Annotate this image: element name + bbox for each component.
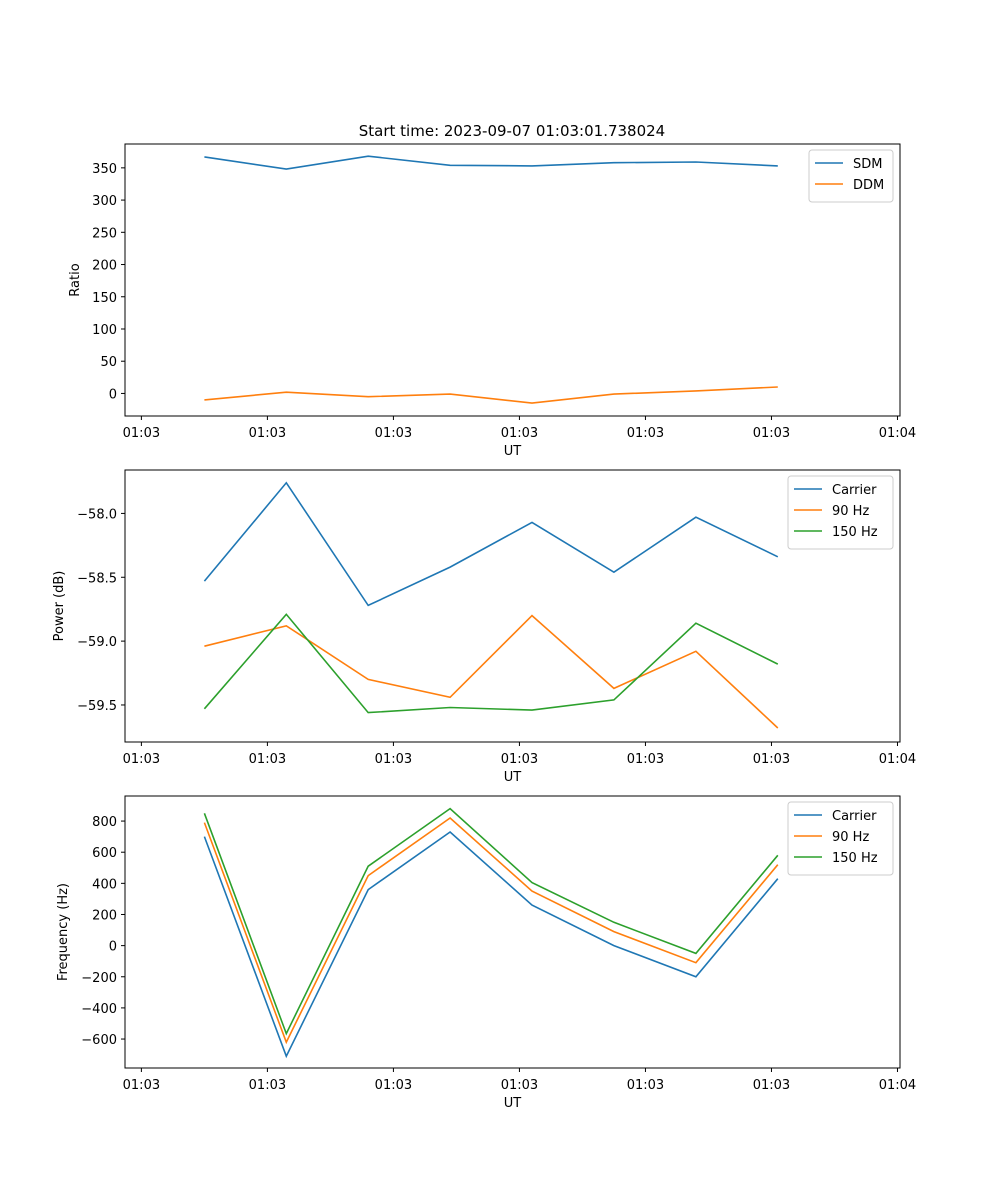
chart-panel-3: 01:03 01:03 01:03 01:03 01:03 01:03 01:04 −600 −…	[56, 795, 916, 1111]
chart-panel-1: 01:03 01:03 01:03 01:03 01:03 01:03 01:04 0 50 10…	[68, 143, 916, 459]
x-tick-label: 01:03	[501, 426, 538, 441]
y-axis-label: Ratio	[68, 263, 83, 296]
y-tick-label: 100	[92, 323, 117, 338]
legend-label: Carrier	[832, 483, 877, 498]
x-tick-label: 01:03	[123, 752, 160, 767]
x-tick-label: 01:03	[501, 752, 538, 767]
y-tick-label: 200	[92, 259, 117, 274]
legend-label: 150 Hz	[832, 851, 878, 866]
x-tick-label: 01:03	[375, 426, 412, 441]
y-tick-label: 350	[92, 162, 117, 177]
legend-label: Carrier	[832, 809, 877, 824]
x-tick-label: 01:04	[879, 1078, 916, 1093]
y-tick-label: −59.0	[77, 635, 117, 650]
y-tick-label: −400	[81, 1002, 117, 1017]
chart-panel-2: 01:03 01:03 01:03 01:03 01:03 01:03 01:04 −59.5…	[52, 469, 916, 785]
x-tick-label: 01:03	[627, 1078, 664, 1093]
series-line-sdm	[204, 155, 778, 170]
y-tick-label: −59.5	[77, 699, 117, 714]
series-line-150-hz	[203, 613, 779, 714]
y-tick-label: 300	[92, 194, 117, 209]
panels: 01:03 01:03 01:03 01:03 01:03 01:03 01:04 0 50 10…	[52, 143, 916, 1111]
y-axis-label: Frequency (Hz)	[56, 883, 71, 981]
y-tick-label: 250	[92, 226, 117, 241]
legend: SDM DDM	[808, 149, 894, 203]
y-tick-label: 800	[92, 815, 117, 830]
x-tick-label: 01:03	[375, 1078, 412, 1093]
legend-label: 150 Hz	[832, 525, 878, 540]
x-tick-label: 01:04	[879, 426, 916, 441]
y-tick-label: 0	[109, 387, 117, 402]
legend-label: 90 Hz	[832, 830, 869, 845]
legend: Carrier 90 Hz 150 Hz	[787, 801, 894, 876]
x-axis-label: UT	[504, 770, 522, 785]
x-tick-label: 01:03	[249, 1078, 286, 1093]
x-tick-label: 01:04	[879, 752, 916, 767]
x-tick-label: 01:03	[753, 1078, 790, 1093]
x-tick-label: 01:03	[501, 1078, 538, 1093]
plot-area-frame	[124, 469, 901, 743]
y-tick-label: 0	[109, 940, 117, 955]
legend-label: SDM	[853, 157, 882, 172]
y-tick-label: −200	[81, 971, 117, 986]
y-tick-label: −58.0	[77, 507, 117, 522]
legend: Carrier 90 Hz 150 Hz	[787, 475, 894, 550]
series-line-carrier	[203, 830, 779, 1059]
figure-title: Start time: 2023-09-07 01:03:01.738024	[359, 122, 665, 140]
x-tick-label: 01:03	[123, 1078, 160, 1093]
x-tick-label: 01:03	[627, 426, 664, 441]
series-line-90-hz	[204, 614, 779, 729]
y-tick-label: 50	[100, 355, 117, 370]
y-tick-label: 150	[92, 291, 117, 306]
series-line-90-hz	[203, 816, 779, 1045]
x-tick-label: 01:03	[249, 752, 286, 767]
x-tick-label: 01:03	[249, 426, 286, 441]
x-tick-label: 01:03	[627, 752, 664, 767]
plot-area-frame	[124, 795, 901, 1069]
legend-label: DDM	[853, 178, 884, 193]
x-tick-label: 01:03	[753, 426, 790, 441]
x-tick-label: 01:03	[753, 752, 790, 767]
series-line-carrier	[203, 481, 779, 607]
legend-label: 90 Hz	[832, 504, 869, 519]
y-tick-label: −58.5	[77, 571, 117, 586]
y-axis-label: Power (dB)	[52, 571, 67, 642]
y-tick-label: 200	[92, 908, 117, 923]
plot-area-frame	[124, 143, 901, 417]
series-line-ddm	[204, 386, 778, 404]
y-tick-label: 400	[92, 877, 117, 892]
series-line-150-hz	[203, 807, 779, 1036]
x-tick-label: 01:03	[123, 426, 160, 441]
x-axis-label: UT	[504, 1096, 522, 1111]
y-tick-label: 600	[92, 846, 117, 861]
x-tick-label: 01:03	[375, 752, 412, 767]
y-tick-label: −600	[81, 1033, 117, 1048]
x-axis-label: UT	[504, 444, 522, 459]
